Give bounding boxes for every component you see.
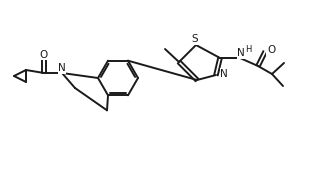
Text: N: N — [237, 48, 245, 58]
Text: N: N — [58, 63, 66, 73]
Text: O: O — [40, 49, 48, 60]
Text: H: H — [245, 46, 251, 55]
Text: O: O — [267, 45, 275, 55]
Text: S: S — [192, 34, 198, 44]
Text: N: N — [220, 69, 228, 79]
